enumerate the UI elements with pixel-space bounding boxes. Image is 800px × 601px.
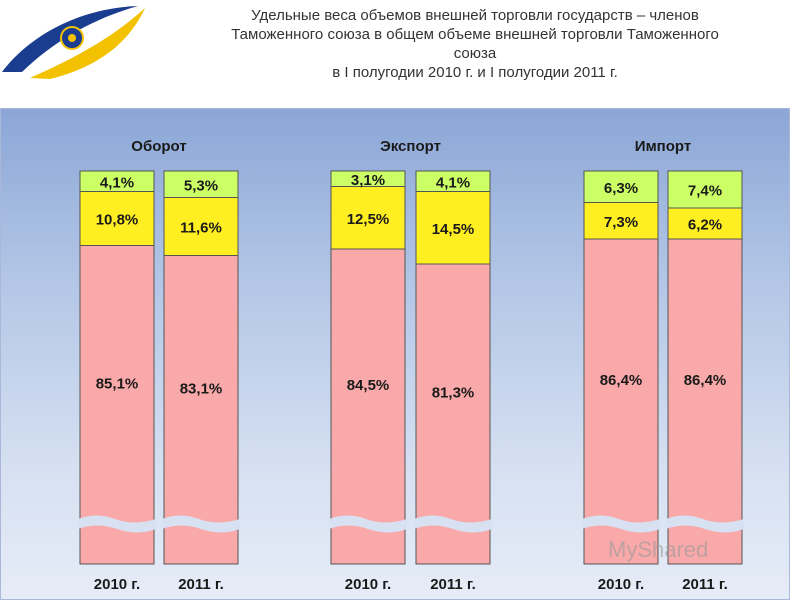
data-label-2-2-bottom: 81,3% bbox=[432, 385, 475, 402]
data-label-3-1-bottom: 86,4% bbox=[600, 372, 643, 389]
data-label-1-1-middle: 10,8% bbox=[96, 212, 139, 229]
axis-break-3-1 bbox=[582, 515, 660, 533]
data-label-3-2-top: 7,4% bbox=[688, 183, 722, 200]
bar-3-1-bottom-segment bbox=[583, 238, 659, 565]
bar-1-2-middle-segment bbox=[163, 197, 239, 256]
bar-2-1-bottom-segment bbox=[330, 248, 406, 565]
data-label-1-2-middle: 11,6% bbox=[180, 220, 222, 237]
bar-2-2-bottom-segment bbox=[415, 263, 491, 565]
axis-break-1-1 bbox=[78, 515, 156, 533]
axis-break-2-2 bbox=[414, 515, 492, 533]
data-label-2-1-top: 3,1% bbox=[351, 172, 385, 189]
axis-break-2-1 bbox=[329, 515, 407, 533]
title-line-2: Таможенного союза в общем объеме внешней… bbox=[231, 26, 719, 43]
data-label-2-1-middle: 12,5% bbox=[347, 211, 390, 228]
chart-title: Удельные веса объемов внешней торговли г… bbox=[160, 6, 790, 82]
data-label-3-2-bottom: 86,4% bbox=[684, 372, 727, 389]
year-label-1-2: 2011 г. bbox=[178, 576, 224, 593]
axis-break-1-2 bbox=[162, 515, 240, 533]
year-label-3-2: 2011 г. bbox=[682, 576, 728, 593]
data-label-2-2-middle: 14,5% bbox=[432, 221, 475, 238]
data-label-3-1-top: 6,3% bbox=[604, 180, 638, 197]
year-label-2-2: 2011 г. bbox=[430, 576, 476, 593]
data-label-3-1-middle: 7,3% bbox=[604, 214, 638, 231]
bar-2-1-top-segment bbox=[330, 170, 406, 187]
bar-1-1-top-segment bbox=[79, 170, 155, 192]
group-title-3: Импорт bbox=[635, 138, 691, 155]
year-label-2-1: 2010 г. bbox=[345, 576, 391, 593]
group-title-1: Оборот bbox=[131, 138, 186, 155]
bar-3-1-top-segment bbox=[583, 170, 659, 203]
data-label-3-2-middle: 6,2% bbox=[688, 217, 722, 234]
eurasian-union-logo bbox=[2, 6, 145, 79]
data-label-1-2-bottom: 83,1% bbox=[180, 380, 223, 397]
bar-3-2-middle-segment bbox=[667, 207, 743, 240]
data-label-1-1-bottom: 85,1% bbox=[96, 375, 139, 392]
chart-area: Оборот 85,1% 10,8% 4,1% 2010 г. 83,1% 11,6% 5,3… bbox=[0, 108, 790, 600]
bar-1-2-top-segment bbox=[163, 170, 239, 198]
bar-1-1-bottom-segment bbox=[79, 245, 155, 565]
stacked-bar-chart: Оборот 85,1% 10,8% 4,1% 2010 г. 83,1% 11,6% 5,3… bbox=[78, 138, 744, 593]
axis-break-3-2 bbox=[666, 515, 744, 533]
data-label-2-2-top: 4,1% bbox=[436, 174, 470, 191]
bar-3-1-middle-segment bbox=[583, 202, 659, 240]
watermark: MyShared bbox=[608, 537, 709, 562]
year-label-3-1: 2010 г. bbox=[598, 576, 644, 593]
data-label-2-1-bottom: 84,5% bbox=[347, 377, 390, 394]
title-line-3: союза bbox=[453, 45, 497, 62]
data-label-1-2-top: 5,3% bbox=[184, 177, 218, 194]
group-title-2: Экспорт bbox=[380, 138, 441, 155]
title-line-4: в I полугодии 2010 г. и I полугодии 2011… bbox=[332, 64, 618, 81]
bar-3-2-bottom-segment bbox=[667, 238, 743, 565]
year-label-1-1: 2010 г. bbox=[94, 576, 140, 593]
title-line-1: Удельные веса объемов внешней торговли г… bbox=[251, 7, 699, 24]
bar-3-2-top-segment bbox=[667, 170, 743, 209]
data-label-1-1-top: 4,1% bbox=[100, 174, 134, 191]
bar-1-2-bottom-segment bbox=[163, 255, 239, 565]
bar-2-2-top-segment bbox=[415, 170, 491, 192]
